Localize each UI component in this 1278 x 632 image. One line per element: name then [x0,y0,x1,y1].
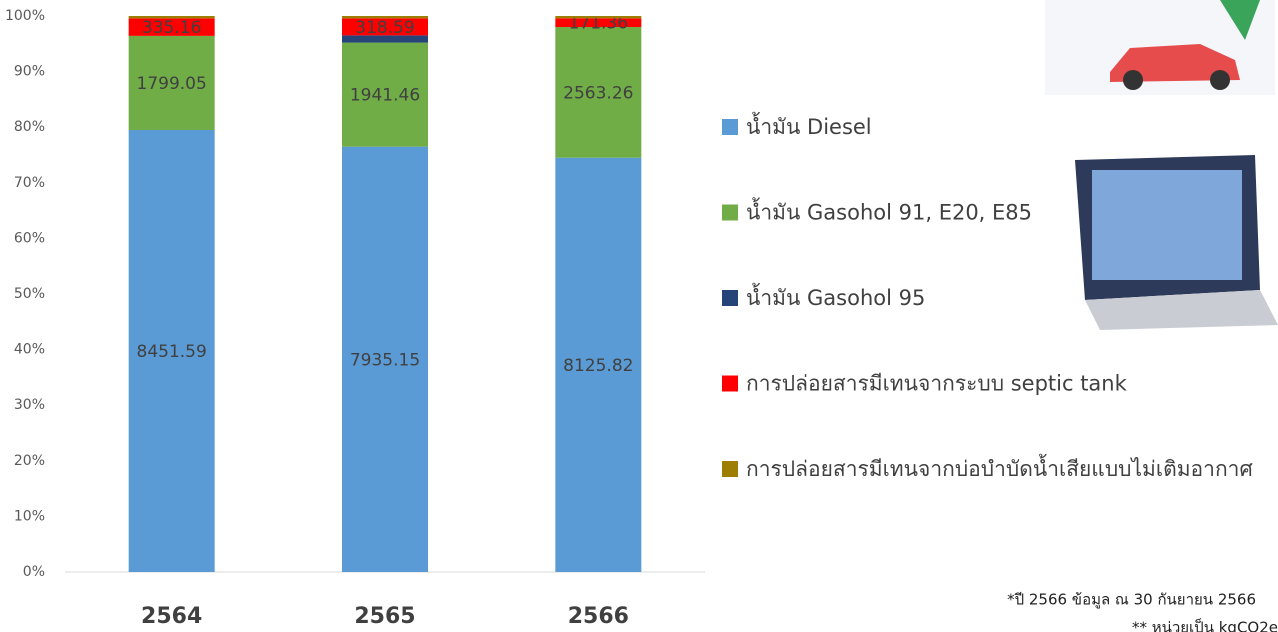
x-tick-label: 2566 [568,604,629,629]
bar-segment [128,35,215,130]
x-tick-label: 2565 [354,604,415,629]
bar-segment [342,18,428,36]
y-tick-label: 80% [14,119,45,135]
note: *ปี 2566 ข้อมูล ณ 30 กันยายน 2566 [1007,591,1256,609]
y-tick-label: 40% [14,342,45,358]
y-tick-label: 70% [14,175,45,191]
bar-segment [555,27,642,158]
value-label: 1799.05 [137,74,207,94]
y-tick-label: 50% [14,286,45,302]
value-label: 7935.15 [350,350,420,370]
y-tick-label: 100% [5,8,45,24]
bar-segment [128,129,215,573]
y-tick-label: 60% [14,230,45,246]
bar-segment [342,42,428,147]
legend-label: น้ำมัน Gasohol 95 [746,283,925,310]
value-label: 1941.46 [350,86,420,106]
bar-segment [128,16,215,19]
legend-label: การปล่อยสารมีเทนจากบ่อบำบัดน้ำเสียแบบไม่… [746,454,1253,481]
y-tick-label: 0% [23,564,45,580]
y-tick-label: 90% [14,64,45,80]
bar-segment [342,146,428,572]
legend-swatch [722,119,738,135]
legend-swatch [722,290,738,306]
note: ** หน่วยเป็น kgCO2e [1132,618,1278,632]
legend-swatch [722,204,738,221]
value-label: 2563.26 [563,83,633,103]
legend-label: น้ำมัน Gasohol 91, E20, E85 [746,198,1032,225]
legend-swatch [722,375,738,392]
y-tick-label: 20% [14,453,45,469]
value-label: 171.36 [569,14,628,34]
legend-label: การปล่อยสารมีเทนจากระบบ septic tank [746,372,1128,396]
legend-label: น้ำมัน Diesel [746,112,872,139]
y-tick-label: 10% [14,508,45,524]
value-label: 8451.59 [137,342,207,362]
x-tick-label: 2564 [141,604,202,629]
value-label: 8125.82 [563,356,633,376]
bar-segment [342,16,428,19]
value-label: 335.16 [142,18,201,38]
value-label: 318.59 [355,18,414,38]
legend-swatch [722,461,738,477]
bar-segment [128,18,215,36]
bar-segment [555,18,642,28]
illustration-laptop [1075,155,1278,330]
bar-segment [555,16,642,19]
bar-segment [342,35,428,43]
illustration-car [1045,0,1275,95]
y-tick-label: 30% [14,397,45,413]
bar-segment [555,157,642,572]
